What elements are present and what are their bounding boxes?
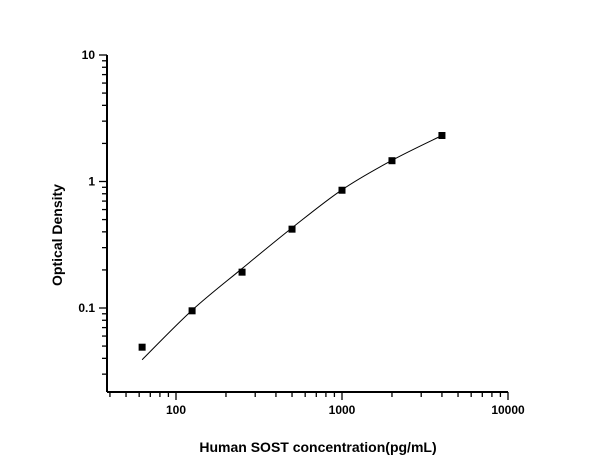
data-point [138,343,146,351]
y-axis-label: Optical Density [49,184,65,286]
data-point [388,157,396,165]
x-tick-label: 1000 [329,403,356,417]
y-tick-label: 0.1 [78,301,95,315]
x-axis-label: Human SOST concentration(pg/mL) [199,439,436,455]
axes [106,55,508,393]
data-point [238,268,246,276]
data-point [438,132,446,140]
y-tick-label: 10 [82,48,96,62]
data-point [188,307,196,315]
y-tick-label: 1 [88,175,95,189]
x-tick-label: 10000 [491,403,525,417]
fit-curve [141,135,443,361]
data-point [338,186,346,194]
data-point [288,225,296,233]
x-tick-label: 100 [166,403,186,417]
